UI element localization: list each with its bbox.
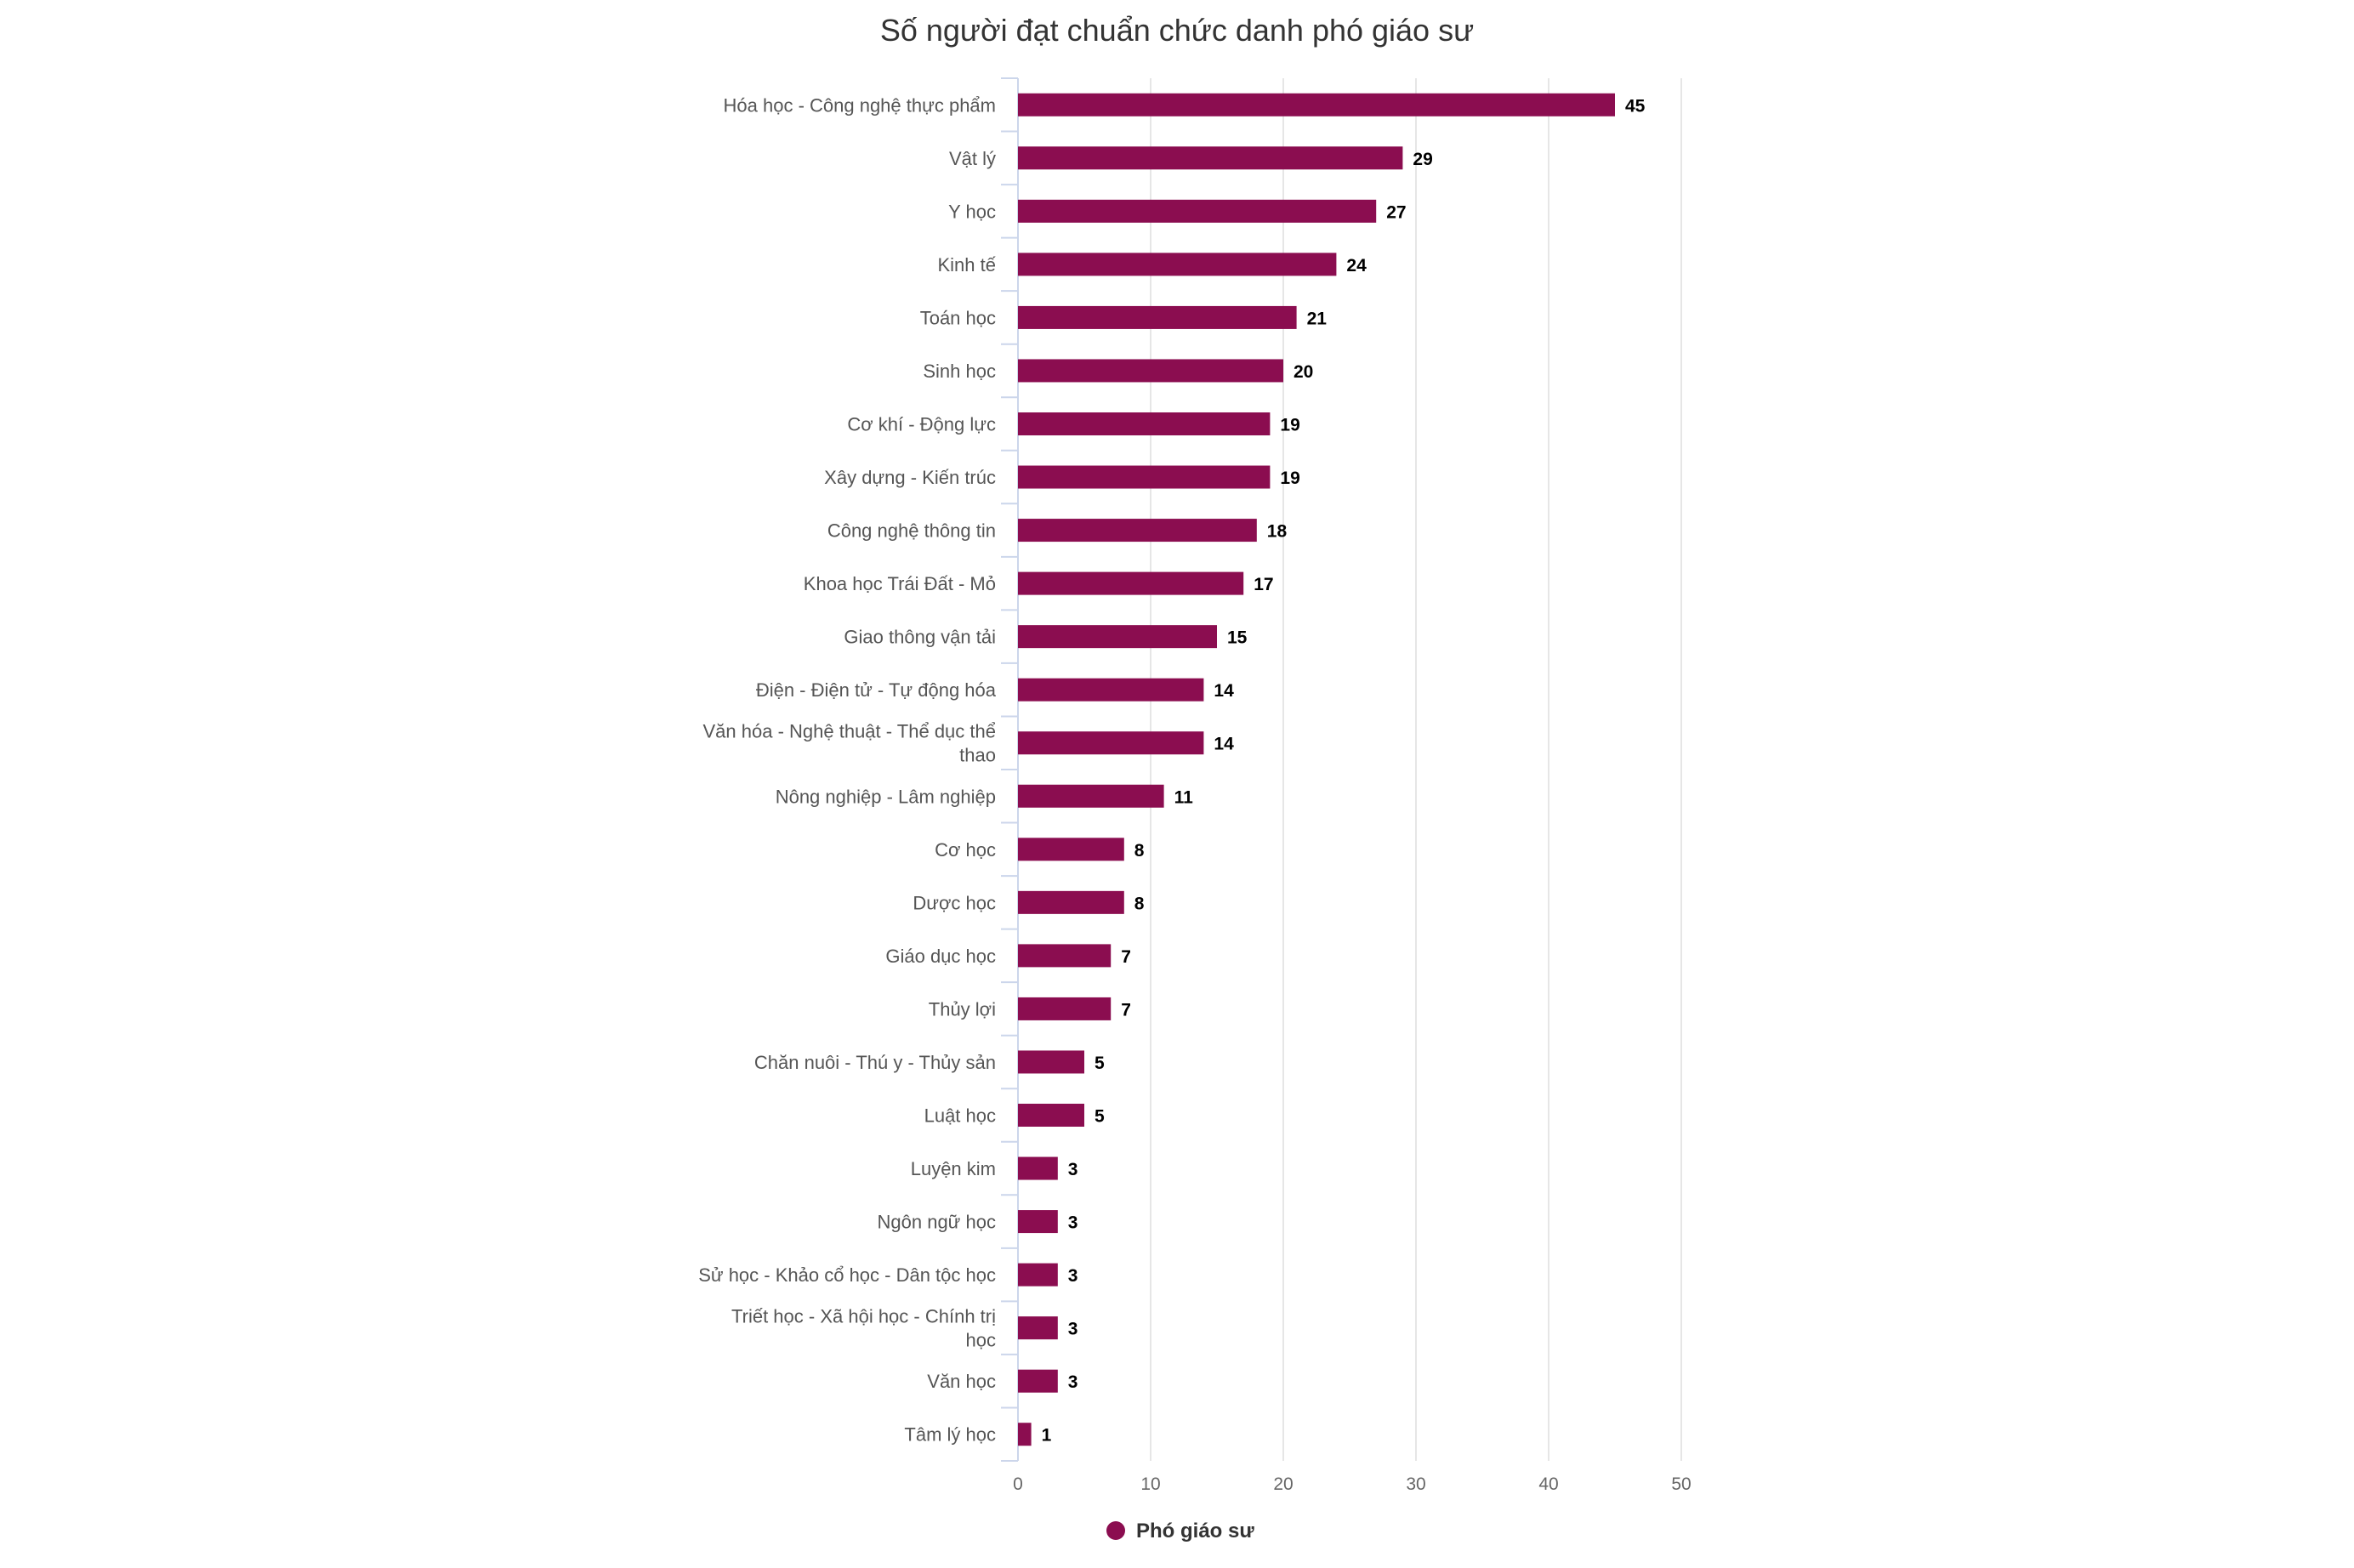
- bar[interactable]: [1018, 678, 1204, 702]
- category-label: Cơ khí - Động lực: [847, 414, 996, 435]
- bar[interactable]: [1018, 199, 1377, 223]
- data-label: 45: [1625, 96, 1646, 116]
- category-label: Giao thông vận tải: [844, 627, 996, 648]
- data-label: 27: [1386, 202, 1406, 222]
- category-label: Luyện kim: [911, 1158, 996, 1179]
- bar[interactable]: [1018, 1104, 1084, 1127]
- category-label: Toán học: [920, 307, 996, 328]
- data-label: 3: [1068, 1213, 1078, 1233]
- category-label: Triết học - Xã hội học - Chính trị học: [731, 1306, 996, 1351]
- data-label: 18: [1267, 522, 1288, 542]
- bar[interactable]: [1018, 253, 1337, 276]
- x-tick-label: 20: [1273, 1474, 1293, 1494]
- data-label: 3: [1068, 1320, 1078, 1339]
- data-label: 29: [1413, 150, 1432, 169]
- data-label: 8: [1134, 841, 1145, 861]
- data-labels: 45 29 27 24 21 20 19 19 18 17 15 14 14 11 8 8 7 7 5 5 3 3 3 3 3 1: [1042, 96, 1646, 1445]
- category-labels: Hóa học - Công nghệ thực phẩm Vật lý Y học…: [698, 94, 997, 1445]
- data-label: 3: [1068, 1160, 1078, 1179]
- data-label: 14: [1214, 681, 1234, 701]
- legend-label: Phó giáo sư: [1136, 1520, 1254, 1542]
- data-label: 7: [1121, 947, 1131, 967]
- category-label: Tâm lý học: [904, 1424, 996, 1446]
- bar[interactable]: [1018, 997, 1112, 1020]
- data-label: 1: [1042, 1426, 1052, 1446]
- data-label: 5: [1095, 1054, 1105, 1073]
- category-label: Hóa học - Công nghệ thực phẩm: [724, 94, 996, 116]
- category-label: Khoa học Trái Đất - Mỏ: [804, 573, 996, 594]
- x-axis-ticks: 0 10 20 30 40 50: [1013, 1474, 1692, 1494]
- grid-lines: [1150, 78, 1682, 1461]
- category-label: Vật lý: [949, 148, 996, 169]
- bar[interactable]: [1018, 1369, 1058, 1393]
- category-label: Kinh tế: [938, 254, 997, 276]
- bars: [1018, 93, 1615, 1446]
- category-label: Điện - Điện tử - Tự động hóa: [756, 679, 997, 701]
- category-label: Dược học: [913, 892, 996, 913]
- bar[interactable]: [1018, 784, 1164, 808]
- category-label: Văn học: [927, 1371, 996, 1392]
- data-label: 19: [1280, 469, 1299, 488]
- bar[interactable]: [1018, 412, 1271, 435]
- category-label: Ngôn ngữ học: [878, 1212, 997, 1233]
- bar[interactable]: [1018, 1050, 1084, 1074]
- bar[interactable]: [1018, 359, 1283, 383]
- category-label: Xây dựng - Kiến trúc: [824, 467, 996, 488]
- bar[interactable]: [1018, 1210, 1058, 1234]
- category-label: Sinh học: [923, 361, 996, 382]
- bar[interactable]: [1018, 890, 1124, 914]
- category-label: Cơ học: [935, 839, 996, 861]
- data-label: 20: [1294, 362, 1313, 382]
- bar[interactable]: [1018, 305, 1297, 329]
- data-label: 8: [1134, 894, 1145, 913]
- bar[interactable]: [1018, 731, 1204, 755]
- x-tick-label: 10: [1140, 1474, 1160, 1494]
- category-label: Thủy lợi: [929, 998, 996, 1020]
- data-label: 17: [1254, 575, 1273, 594]
- category-label: Luật học: [924, 1105, 996, 1127]
- bar[interactable]: [1018, 465, 1271, 489]
- data-label: 11: [1174, 787, 1194, 807]
- category-label: Công nghệ thông tin: [827, 520, 996, 542]
- data-label: 15: [1227, 628, 1248, 648]
- category-label: Văn hóa - Nghệ thuật - Thể dục thể thao: [703, 721, 997, 766]
- bar[interactable]: [1018, 1423, 1032, 1446]
- bar[interactable]: [1018, 1263, 1058, 1287]
- x-tick-label: 40: [1538, 1474, 1558, 1494]
- data-label: 19: [1280, 416, 1299, 435]
- bar[interactable]: [1018, 93, 1615, 116]
- category-label: Chăn nuôi - Thú y - Thủy sản: [754, 1052, 996, 1073]
- category-label: Giáo dục học: [885, 946, 996, 967]
- chart-title: Số người đạt chuẩn chức danh phó giáo sư: [880, 13, 1474, 48]
- data-label: 14: [1214, 735, 1234, 754]
- bar[interactable]: [1018, 944, 1112, 968]
- category-label: Sử học - Khảo cổ học - Dân tộc học: [698, 1264, 996, 1286]
- data-label: 3: [1068, 1372, 1078, 1392]
- category-label: Nông nghiệp - Lâm nghiệp: [776, 786, 996, 807]
- bar[interactable]: [1018, 519, 1257, 543]
- x-tick-label: 30: [1406, 1474, 1425, 1494]
- legend-marker: [1106, 1521, 1125, 1540]
- x-tick-label: 0: [1013, 1474, 1023, 1494]
- bar[interactable]: [1018, 571, 1244, 595]
- data-label: 24: [1346, 256, 1367, 276]
- y-axis-tick-marks: [1001, 77, 1018, 1462]
- x-tick-label: 50: [1671, 1474, 1691, 1494]
- data-label: 7: [1121, 1000, 1131, 1020]
- data-label: 3: [1068, 1266, 1078, 1286]
- bar[interactable]: [1018, 838, 1124, 861]
- category-label: Y học: [948, 201, 996, 222]
- data-label: 5: [1095, 1107, 1105, 1127]
- bar[interactable]: [1018, 1156, 1058, 1180]
- bar[interactable]: [1018, 146, 1403, 170]
- legend[interactable]: Phó giáo sư: [1106, 1520, 1254, 1542]
- data-label: 21: [1307, 309, 1328, 328]
- bar[interactable]: [1018, 1316, 1058, 1340]
- bar[interactable]: [1018, 625, 1217, 649]
